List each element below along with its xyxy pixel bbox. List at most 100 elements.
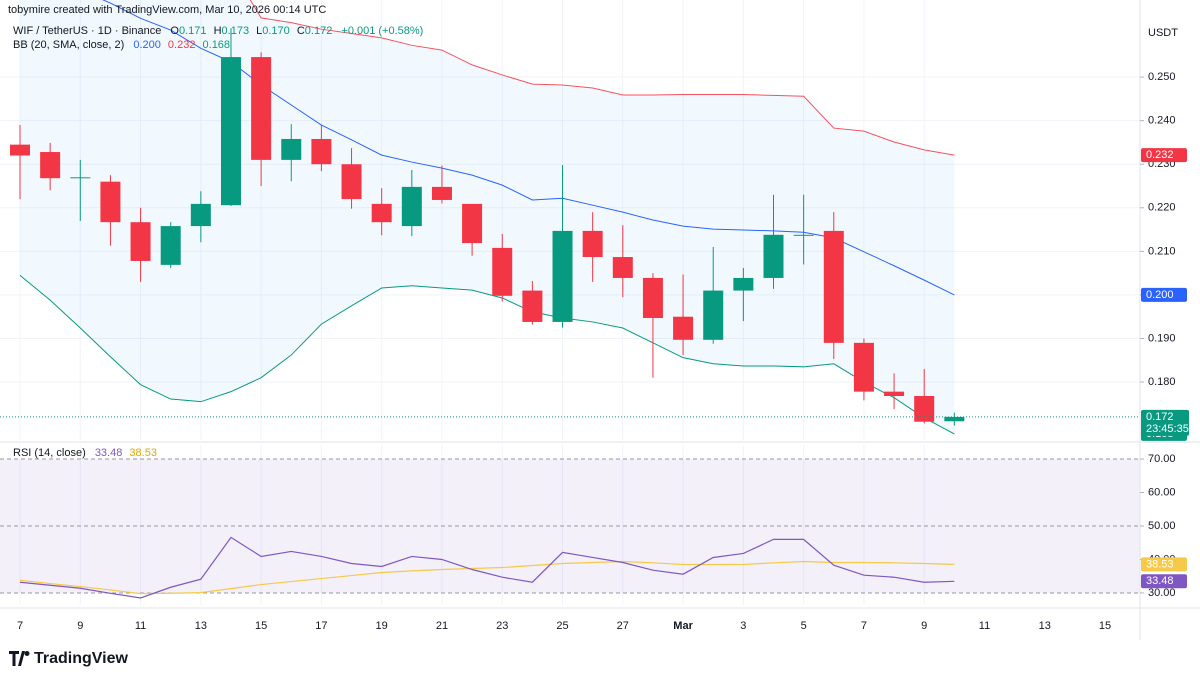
- candle-body: [853, 342, 874, 392]
- x-tick-label: 3: [740, 620, 746, 632]
- bb-value: 0.232: [168, 39, 196, 51]
- y-tick-label: 0.220: [1148, 202, 1176, 214]
- rsi-pane: [0, 445, 1140, 605]
- y-tick-label: 70.00: [1148, 453, 1176, 465]
- symbol-legend: WIF / TetherUS · 1D · Binance O0.171 H0.…: [13, 25, 423, 37]
- candle-body: [793, 234, 814, 236]
- candle-body: [552, 230, 573, 322]
- x-tick-label: 15: [255, 620, 267, 632]
- price-badge: [1141, 287, 1187, 302]
- y-tick-label: 0.190: [1148, 332, 1176, 344]
- bb-value: 0.168: [203, 39, 231, 51]
- candle-body: [401, 186, 422, 227]
- candle-body: [281, 138, 302, 160]
- bb-upper-line: [249, 0, 955, 156]
- candle-body: [10, 144, 30, 156]
- rsi-badge: [1141, 557, 1187, 572]
- rsi-legend: RSI (14, close) 33.48 38.53: [13, 447, 157, 459]
- ohlc-label: L: [256, 25, 262, 37]
- candle-body: [823, 230, 844, 343]
- candle-body: [582, 230, 603, 258]
- y-tick-label: 0.240: [1148, 115, 1176, 127]
- candle-body: [884, 391, 905, 396]
- price-badge-label: 0.232: [1146, 149, 1174, 161]
- candle-body: [311, 138, 332, 165]
- candle-body: [40, 152, 61, 179]
- candle-body: [612, 257, 633, 278]
- rsi-value: 33.48: [95, 447, 123, 459]
- candle-body: [462, 203, 483, 244]
- candle-body: [703, 290, 724, 340]
- candle-body: [220, 57, 241, 206]
- candle-body: [522, 290, 543, 322]
- x-tick-label: 19: [376, 620, 388, 632]
- x-tick-label: 7: [861, 620, 867, 632]
- x-tick-label: 17: [315, 620, 327, 632]
- ohlc-label: H: [214, 25, 222, 37]
- y-tick-label: 0.250: [1148, 71, 1176, 83]
- x-tick-label: 25: [556, 620, 568, 632]
- rsi-badge-label: 38.53: [1146, 558, 1174, 570]
- candle-body: [492, 247, 513, 296]
- candle-body: [251, 57, 272, 160]
- logo: [9, 651, 25, 666]
- last-price-badge: [1141, 409, 1189, 436]
- bb-value: 0.200: [133, 39, 161, 51]
- price-badge: [1141, 148, 1187, 163]
- x-tick-label: 7: [17, 620, 23, 632]
- y-tick-label: 30.00: [1148, 587, 1176, 599]
- rsi-line: [19, 560, 955, 595]
- rsi-line: [19, 536, 955, 599]
- legend: tobymire created with TradingView.com, M…: [8, 4, 423, 459]
- x-tick-label: 11: [135, 620, 146, 632]
- rsi-ma-value: 38.53: [129, 447, 157, 459]
- y-tick-label: 0.180: [1148, 376, 1176, 388]
- x-tick-label: 9: [77, 620, 83, 632]
- candle-body: [733, 277, 754, 291]
- candle-body: [130, 222, 151, 261]
- ohlc-label: C: [297, 25, 305, 37]
- candle-body: [914, 396, 935, 422]
- candle-body: [371, 203, 392, 223]
- currency-label: USDT: [1148, 27, 1178, 39]
- x-tick-label: 11: [979, 620, 990, 632]
- rsi-badge-label: 33.48: [1146, 575, 1174, 587]
- price-pane: [0, 0, 1140, 440]
- candle-body: [763, 234, 784, 278]
- x-tick-label: 5: [801, 620, 807, 632]
- candle-body: [160, 226, 181, 265]
- bb-label: BB (20, SMA, close, 2): [13, 39, 124, 51]
- ohlc-value: 0.171: [179, 25, 207, 37]
- candle-body: [431, 186, 452, 200]
- bb-legend: BB (20, SMA, close, 2) 0.200 0.232 0.168: [13, 39, 230, 51]
- ohlc-value: 0.173: [222, 25, 250, 37]
- x-tick-label: 9: [921, 620, 927, 632]
- y-tick-label: 50.00: [1148, 520, 1176, 532]
- candle-body: [190, 203, 211, 227]
- ohlc-value: 0.170: [262, 25, 290, 37]
- credit: tobymire created with TradingView.com, M…: [8, 4, 326, 16]
- x-tick-label: 27: [617, 620, 629, 632]
- x-tick-label: 21: [436, 620, 448, 632]
- logo-dot: [24, 651, 30, 656]
- candle-body: [642, 277, 663, 319]
- candle-body: [944, 416, 965, 422]
- y-tick-label: 0.210: [1148, 245, 1176, 257]
- rsi-badge: [1141, 574, 1187, 589]
- axes: USDT 0.1800.1900.2000.2100.2200.2300.240…: [0, 0, 1200, 640]
- y-tick-label: 60.00: [1148, 486, 1176, 498]
- candle-body: [100, 181, 121, 223]
- x-tick-label: Mar: [673, 620, 693, 632]
- bb-lower-line: [19, 274, 955, 435]
- x-tick-label: 13: [195, 620, 207, 632]
- candle-body: [673, 316, 694, 340]
- price-badge-label: 0.200: [1146, 289, 1174, 301]
- countdown: 23:45:35: [1146, 423, 1189, 435]
- footer: TradingView: [9, 650, 129, 667]
- candle-body: [70, 177, 91, 179]
- x-tick-label: 15: [1099, 620, 1111, 632]
- change: +0.001 (+0.58%): [341, 25, 423, 37]
